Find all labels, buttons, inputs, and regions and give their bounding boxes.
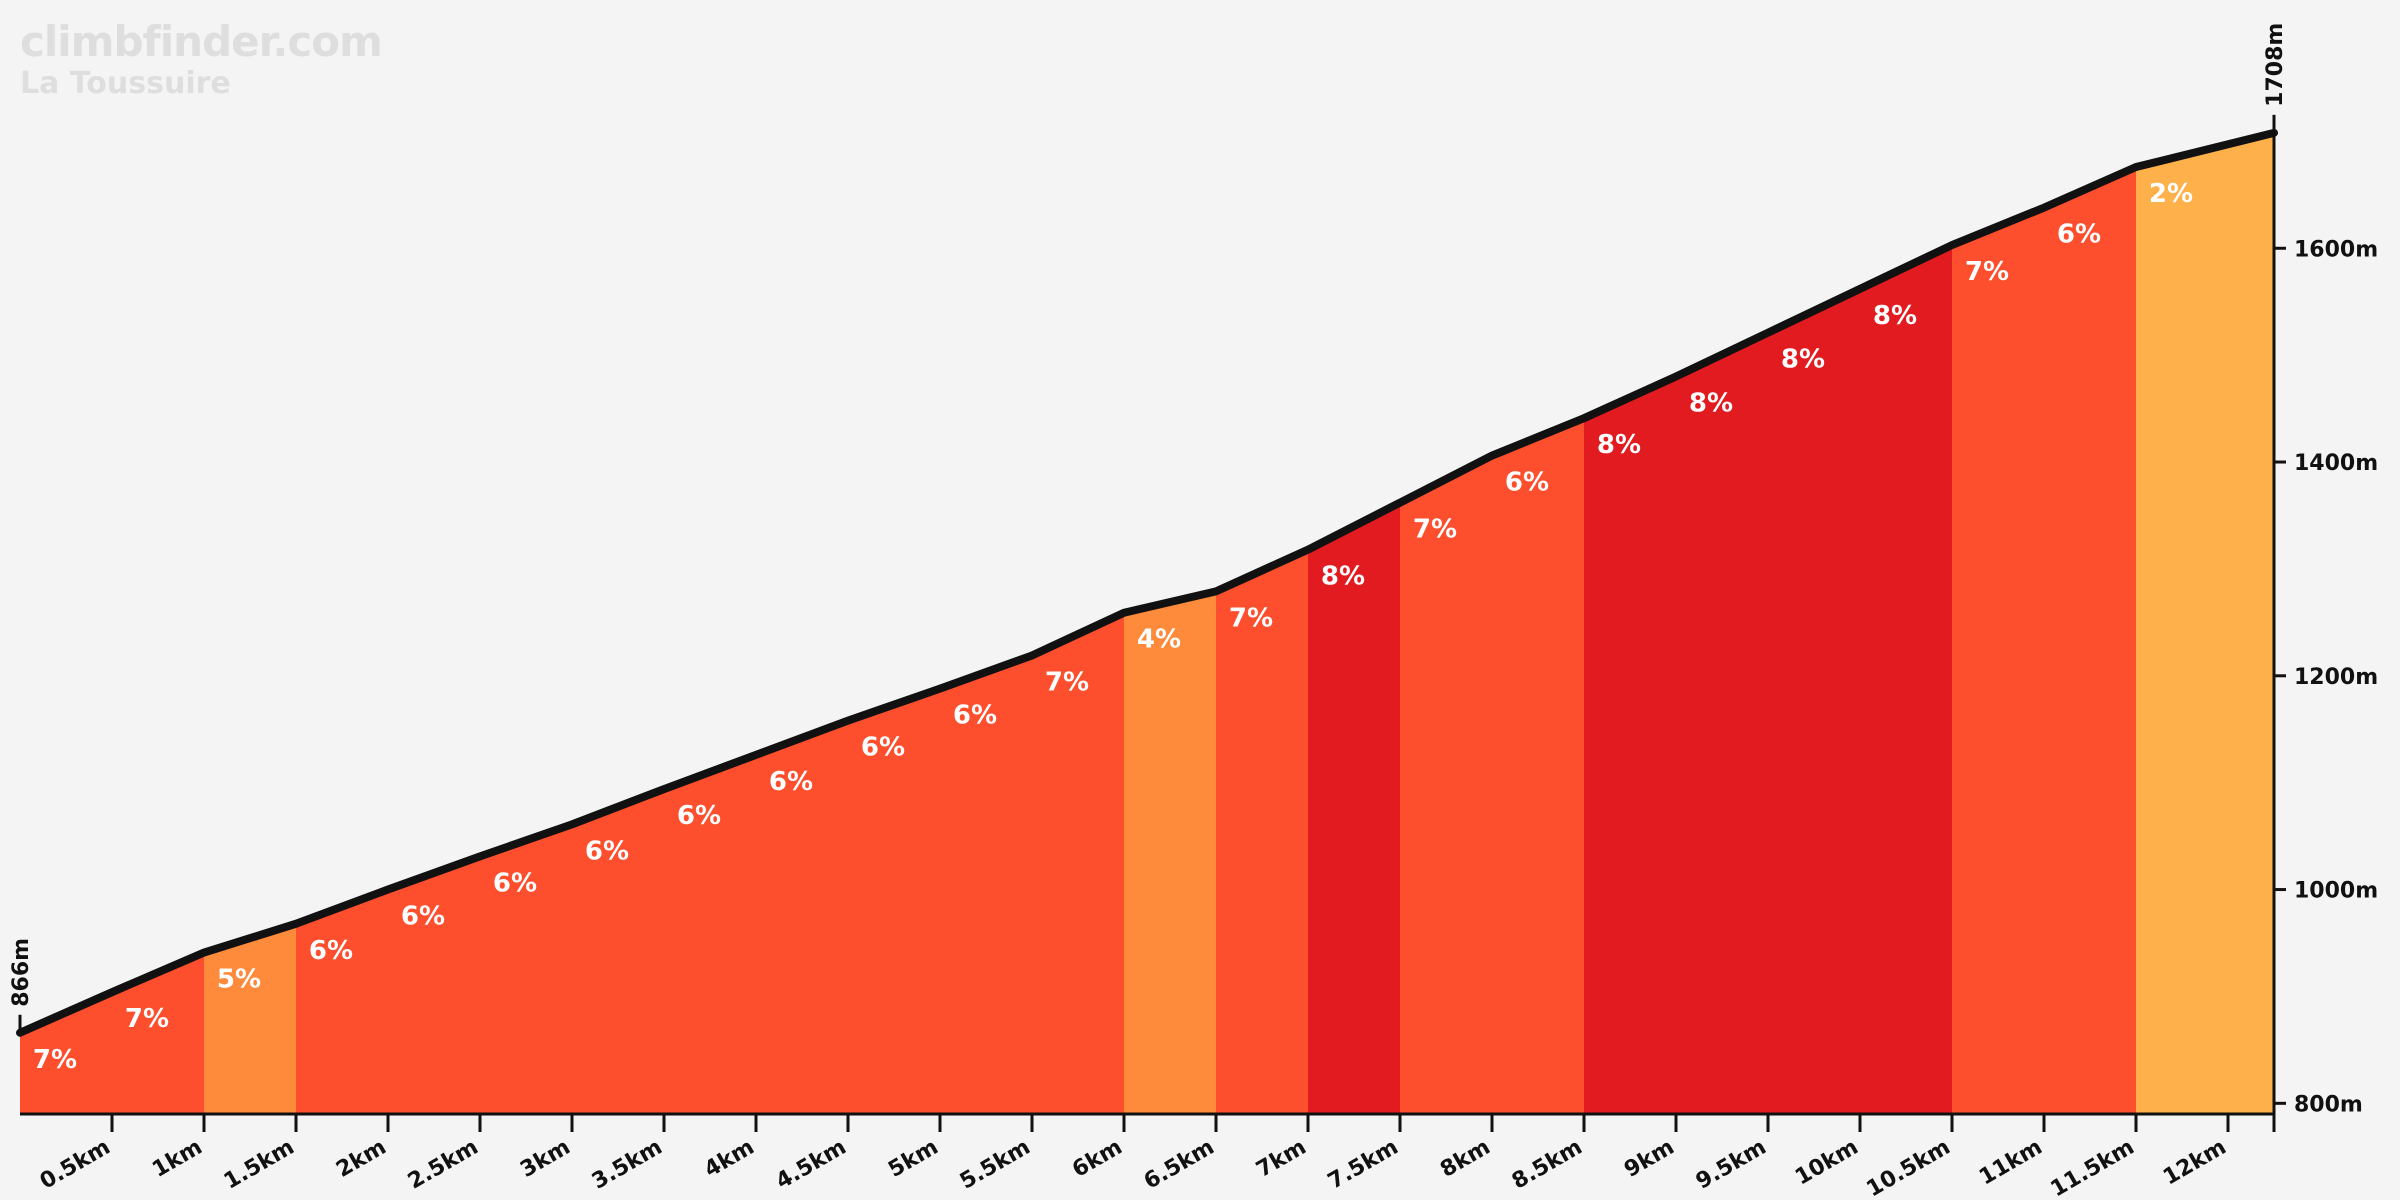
distance-tick-label-4: 2km <box>332 1135 390 1183</box>
gradient-label-1: 7% <box>33 1045 77 1075</box>
start-elevation-label: 866m <box>9 938 34 1007</box>
gradient-label-2: 7% <box>125 1004 169 1034</box>
gradient-segment-8 <box>664 754 756 1114</box>
gradient-segment-2 <box>112 952 204 1114</box>
distance-tick-label-5: 2.5km <box>404 1135 483 1195</box>
gradient-segment-21 <box>1860 245 1952 1114</box>
distance-tick-label-6: 3km <box>516 1135 574 1183</box>
distance-tick-label-2: 1km <box>148 1135 206 1183</box>
elevation-tick-label-4: 1400m <box>2294 451 2378 476</box>
gradient-label-4: 6% <box>309 936 353 966</box>
distance-tick-label-14: 7km <box>1252 1135 1310 1183</box>
gradient-label-17: 6% <box>1505 468 1549 498</box>
gradient-label-19: 8% <box>1689 389 1733 419</box>
distance-tick-label-11: 5.5km <box>956 1135 1035 1195</box>
distance-tick-label-10: 5km <box>884 1135 942 1183</box>
distance-tick-label-7: 3.5km <box>588 1135 667 1195</box>
gradient-label-23: 6% <box>2057 220 2101 250</box>
climb-name: La Toussuire <box>20 66 231 101</box>
gradient-label-22: 7% <box>1965 257 2009 287</box>
distance-tick-label-9: 4.5km <box>772 1135 851 1195</box>
distance-tick-label-13: 6.5km <box>1140 1135 1219 1195</box>
elevation-profile-line <box>16 128 2278 1037</box>
gradient-segment-6 <box>480 824 572 1114</box>
gradient-segment-4 <box>296 889 388 1114</box>
gradient-label-18: 8% <box>1597 430 1641 460</box>
gradient-labels: 7% 7% 5% 6% 6% 6% 6% 6% 6% 6% 6% 7% 4% 7% 8% 7% 6% 8% 8% 8%… <box>33 179 2193 1075</box>
distance-tick-label-20: 10km <box>1791 1135 1863 1191</box>
distance-tick-label-15: 7.5km <box>1324 1135 1403 1195</box>
elevation-tick-label-5: 1600m <box>2294 237 2378 262</box>
distance-tick-label-17: 8.5km <box>1508 1135 1587 1195</box>
elevation-axis: 800m 1000m 1200m 1400m 1600m <box>2272 132 2378 1117</box>
gradient-label-10: 6% <box>861 733 905 763</box>
brand: climbfinder.com La Toussuire <box>20 17 383 102</box>
elevation-tick-label-1: 800m <box>2294 1092 2363 1117</box>
gradient-segment-24 <box>2136 132 2274 1114</box>
gradient-segment-15 <box>1308 502 1400 1114</box>
distance-tick-label-19: 9.5km <box>1692 1135 1771 1195</box>
gradient-label-14: 7% <box>1229 603 1273 633</box>
gradient-segments <box>20 132 2274 1115</box>
site-name: climbfinder.com <box>20 17 383 66</box>
gradient-label-20: 8% <box>1781 345 1825 375</box>
end-elevation-label: 1708m <box>2263 23 2288 107</box>
gradient-label-13: 4% <box>1137 625 1181 655</box>
gradient-segment-11 <box>940 655 1032 1114</box>
gradient-label-24: 2% <box>2149 179 2193 209</box>
gradient-segment-13 <box>1124 591 1216 1114</box>
distance-tick-label-12: 6km <box>1068 1135 1126 1183</box>
gradient-segment-14 <box>1216 549 1308 1114</box>
gradient-segment-19 <box>1676 332 1768 1115</box>
gradient-segment-9 <box>756 720 848 1114</box>
gradient-label-16: 7% <box>1413 515 1457 545</box>
gradient-segment-3 <box>204 923 296 1114</box>
gradient-segment-7 <box>572 789 664 1114</box>
gradient-label-6: 6% <box>493 868 537 898</box>
gradient-segment-18 <box>1584 376 1676 1115</box>
distance-tick-label-22: 11km <box>1975 1135 2047 1191</box>
distance-tick-label-16: 8km <box>1436 1135 1494 1183</box>
distance-tick-label-23: 11.5km <box>2047 1135 2139 1200</box>
gradient-segment-20 <box>1768 288 1860 1114</box>
distance-axis: 0.5km 1km 1.5km 2km 2.5km 3km 3.5km 4km 4.5km 5km… <box>20 1112 2276 1200</box>
gradient-label-5: 6% <box>401 902 445 932</box>
gradient-label-9: 6% <box>769 767 813 797</box>
gradient-label-11: 6% <box>953 701 997 731</box>
gradient-segment-10 <box>848 688 940 1114</box>
gradient-label-8: 6% <box>677 801 721 831</box>
distance-tick-label-1: 0.5km <box>36 1135 115 1195</box>
gradient-label-3: 5% <box>217 965 261 995</box>
gradient-label-12: 7% <box>1045 667 1089 697</box>
endpoint-markers: 866m 1708m <box>9 23 2288 1033</box>
distance-tick-label-21: 10.5km <box>1863 1135 1955 1200</box>
distance-tick-label-24: 12km <box>2159 1135 2231 1191</box>
elevation-tick-label-3: 1200m <box>2294 665 2378 690</box>
gradient-segment-16 <box>1400 455 1492 1114</box>
gradient-label-7: 6% <box>585 836 629 866</box>
distance-tick-label-8: 4km <box>700 1135 758 1183</box>
gradient-label-21: 8% <box>1873 301 1917 331</box>
gradient-label-15: 8% <box>1321 562 1365 592</box>
gradient-segment-22 <box>1952 207 2044 1114</box>
elevation-tick-label-2: 1000m <box>2294 879 2378 904</box>
gradient-segment-17 <box>1492 418 1584 1114</box>
distance-tick-label-18: 9km <box>1620 1135 1678 1183</box>
gradient-segment-12 <box>1032 612 1124 1114</box>
gradient-segment-5 <box>388 856 480 1114</box>
gradient-segment-23 <box>2044 167 2136 1114</box>
distance-tick-label-3: 1.5km <box>220 1135 299 1195</box>
